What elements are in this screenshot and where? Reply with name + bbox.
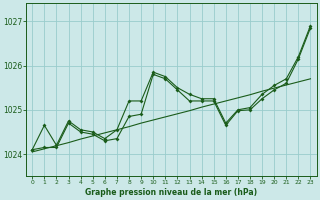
X-axis label: Graphe pression niveau de la mer (hPa): Graphe pression niveau de la mer (hPa) bbox=[85, 188, 257, 197]
